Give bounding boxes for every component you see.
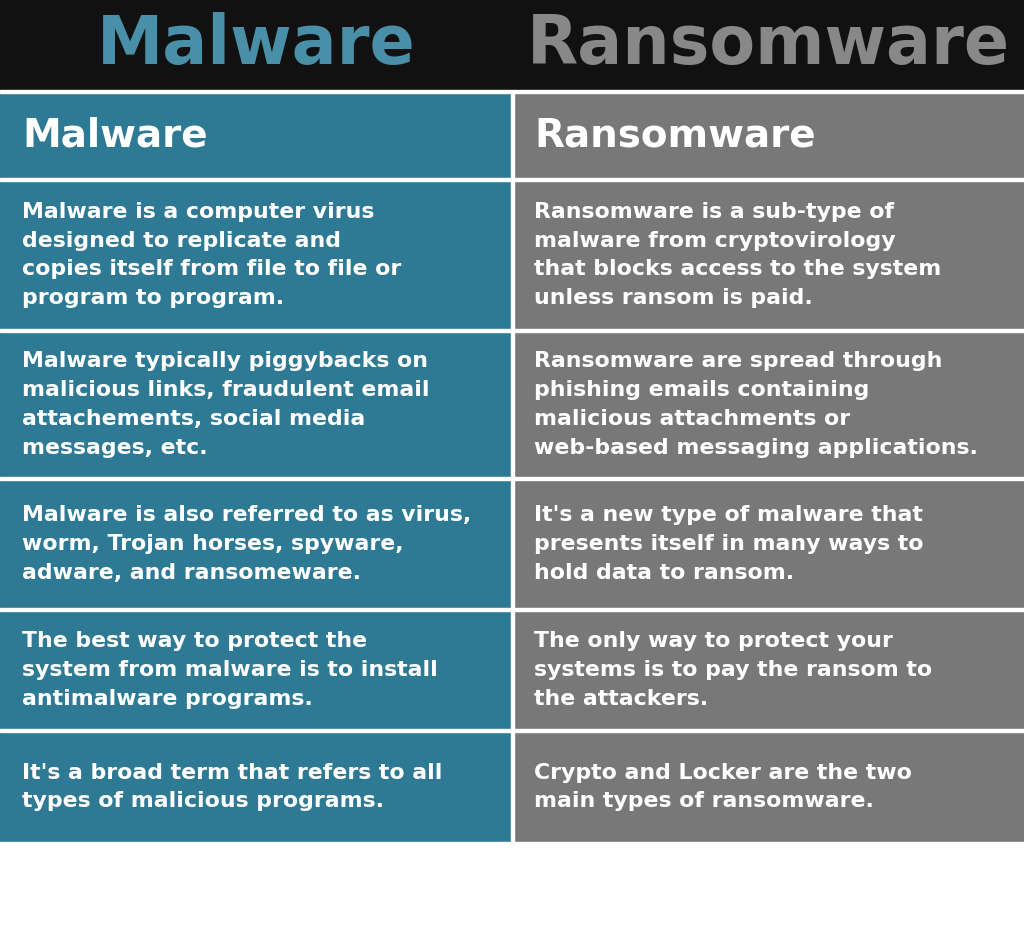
Bar [512, 93, 1024, 178]
Bar [512, 181, 1024, 329]
Text: Crypto and Locker are the two
main types of ransomware.: Crypto and Locker are the two main types… [534, 763, 912, 811]
Bar [512, 480, 1024, 608]
Text: Ransomware: Ransomware [534, 117, 816, 155]
Bar [0, 90, 1024, 93]
Bar [0, 608, 1024, 611]
Bar [0, 93, 512, 178]
Text: It's a broad term that refers to all
types of malicious programs.: It's a broad term that refers to all typ… [22, 763, 442, 811]
Bar [0, 729, 1024, 732]
Bar [512, 732, 1024, 842]
Text: Ransomware are spread through
phishing emails containing
malicious attachments o: Ransomware are spread through phishing e… [534, 351, 978, 458]
Bar [0, 842, 1024, 845]
Text: Malware: Malware [22, 117, 208, 155]
Bar [0, 0, 1024, 90]
Text: It's a new type of malware that
presents itself in many ways to
hold data to ran: It's a new type of malware that presents… [534, 505, 924, 583]
Bar [511, 93, 513, 842]
Text: Ransomware: Ransomware [526, 12, 1010, 78]
Bar [0, 181, 512, 329]
Bar [0, 480, 512, 608]
Bar [512, 611, 1024, 729]
Text: Ransomware is a sub-type of
malware from cryptovirology
that blocks access to th: Ransomware is a sub-type of malware from… [534, 202, 941, 308]
Bar [0, 178, 1024, 181]
Text: Malware is also referred to as virus,
worm, Trojan horses, spyware,
adware, and : Malware is also referred to as virus, wo… [22, 505, 471, 583]
Text: Malware typically piggybacks on
malicious links, fraudulent email
attachements, : Malware typically piggybacks on maliciou… [22, 351, 429, 458]
Bar [0, 732, 512, 842]
Bar [0, 611, 512, 729]
Bar [0, 332, 512, 477]
Bar [0, 477, 1024, 480]
Bar [0, 329, 1024, 332]
Bar [512, 332, 1024, 477]
Text: The only way to protect your
systems is to pay the ransom to
the attackers.: The only way to protect your systems is … [534, 631, 932, 709]
Text: Malware is a computer virus
designed to replicate and
copies itself from file to: Malware is a computer virus designed to … [22, 202, 401, 308]
Text: The best way to protect the
system from malware is to install
antimalware progra: The best way to protect the system from … [22, 631, 437, 709]
Text: Malware: Malware [96, 12, 416, 78]
